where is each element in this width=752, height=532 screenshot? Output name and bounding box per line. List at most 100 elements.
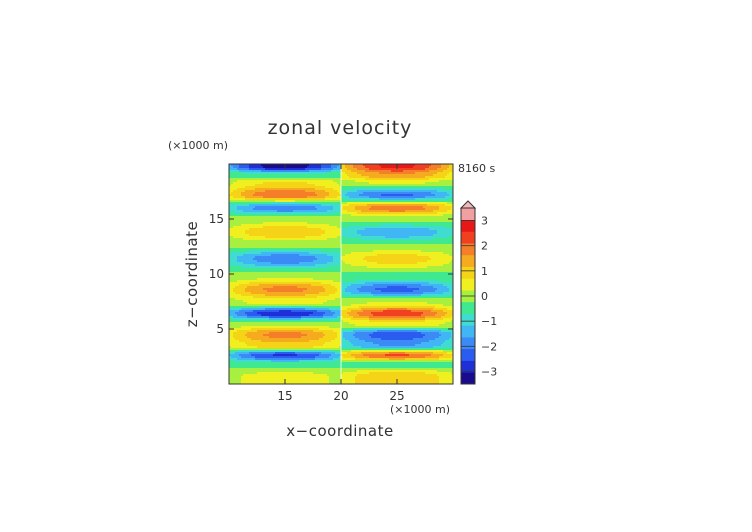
heatmap-cell	[249, 208, 252, 211]
heatmap-cell	[233, 206, 236, 209]
heatmap-cell	[381, 204, 384, 207]
heatmap-cell	[415, 222, 418, 225]
heatmap-cell	[403, 172, 406, 175]
heatmap-cell	[279, 170, 282, 173]
heatmap-cell	[353, 184, 356, 187]
heatmap-cell	[403, 166, 406, 169]
heatmap-cell	[255, 184, 258, 187]
heatmap-cell	[373, 180, 376, 183]
heatmap-cell	[409, 210, 412, 213]
heatmap-cell	[341, 222, 344, 225]
heatmap-cell	[367, 170, 370, 173]
heatmap-cell	[313, 174, 316, 177]
heatmap-cell	[407, 184, 410, 187]
heatmap-cell	[341, 206, 344, 209]
heatmap-cell	[273, 206, 276, 209]
heatmap-cell	[315, 218, 318, 221]
heatmap-cell	[243, 172, 246, 175]
heatmap-cell	[441, 224, 444, 227]
heatmap-cell	[265, 226, 268, 229]
heatmap-cell	[393, 232, 396, 235]
heatmap-cell	[327, 188, 330, 191]
heatmap-cell	[419, 192, 422, 195]
heatmap-cell	[339, 192, 342, 195]
heatmap-cell	[311, 166, 314, 169]
heatmap-cell	[333, 180, 336, 183]
heatmap-cell	[435, 192, 438, 195]
heatmap-cell	[345, 186, 348, 189]
heatmap-cell	[389, 202, 392, 205]
heatmap-cell	[347, 182, 350, 185]
heatmap-cell	[451, 236, 453, 239]
heatmap-cell	[395, 240, 398, 243]
heatmap-cell	[387, 234, 390, 237]
heatmap-cell	[363, 214, 366, 217]
heatmap-cell	[397, 184, 400, 187]
heatmap-cell	[387, 204, 390, 207]
heatmap-cell	[297, 184, 300, 187]
heatmap-cell	[377, 176, 380, 179]
heatmap-cell	[317, 222, 320, 225]
heatmap-cell	[405, 232, 408, 235]
heatmap-cell	[345, 210, 348, 213]
heatmap-cell	[447, 196, 450, 199]
heatmap-cell	[337, 204, 340, 207]
heatmap-cell	[347, 210, 350, 213]
heatmap-cell	[403, 196, 406, 199]
heatmap-cell	[365, 202, 368, 205]
heatmap-cell	[331, 198, 334, 201]
heatmap-cell	[243, 168, 246, 171]
heatmap-cell	[383, 166, 386, 169]
heatmap-cell	[451, 238, 453, 241]
heatmap-cell	[437, 182, 440, 185]
heatmap-cell	[409, 178, 412, 181]
heatmap-cell	[325, 210, 328, 213]
heatmap-cell	[313, 190, 316, 193]
heatmap-cell	[297, 176, 300, 179]
heatmap-cell	[239, 192, 242, 195]
heatmap-cell	[435, 170, 438, 173]
heatmap-cell	[321, 220, 324, 223]
heatmap-cell	[357, 172, 360, 175]
heatmap-cell	[261, 216, 264, 219]
heatmap-cell	[433, 194, 436, 197]
heatmap-cell	[409, 188, 412, 191]
heatmap-cell	[439, 166, 442, 169]
heatmap-cell	[381, 210, 384, 213]
heatmap-cell	[253, 216, 256, 219]
heatmap-cell	[275, 228, 278, 231]
heatmap-cell	[391, 230, 394, 233]
heatmap-cell	[313, 196, 316, 199]
heatmap-cell	[287, 194, 290, 197]
heatmap-cell	[269, 180, 272, 183]
heatmap-cell	[411, 242, 414, 245]
heatmap-cell	[443, 186, 446, 189]
heatmap-cell	[279, 202, 282, 205]
heatmap-cell	[245, 174, 248, 177]
heatmap-cell	[379, 166, 382, 169]
heatmap-cell	[435, 186, 438, 189]
heatmap-cell	[403, 238, 406, 241]
heatmap-cell	[257, 240, 260, 243]
heatmap-cell	[301, 224, 304, 227]
heatmap-cell	[349, 170, 352, 173]
heatmap-cell	[361, 240, 364, 243]
heatmap-cell	[305, 216, 308, 219]
heatmap-cell	[305, 178, 308, 181]
heatmap-cell	[371, 240, 374, 243]
heatmap-cell	[273, 192, 276, 195]
heatmap-cell	[351, 198, 354, 201]
heatmap-cell	[399, 170, 402, 173]
heatmap-cell	[243, 178, 246, 181]
heatmap-cell	[417, 200, 420, 203]
heatmap-cell	[395, 184, 398, 187]
heatmap-cell	[235, 180, 238, 183]
heatmap-cell	[285, 194, 288, 197]
heatmap-cell	[421, 240, 424, 243]
heatmap-cell	[413, 220, 416, 223]
heatmap-cell	[247, 190, 250, 193]
heatmap-cell	[403, 232, 406, 235]
heatmap-cell	[277, 226, 280, 229]
heatmap-cell	[395, 232, 398, 235]
heatmap-cell	[317, 208, 320, 211]
